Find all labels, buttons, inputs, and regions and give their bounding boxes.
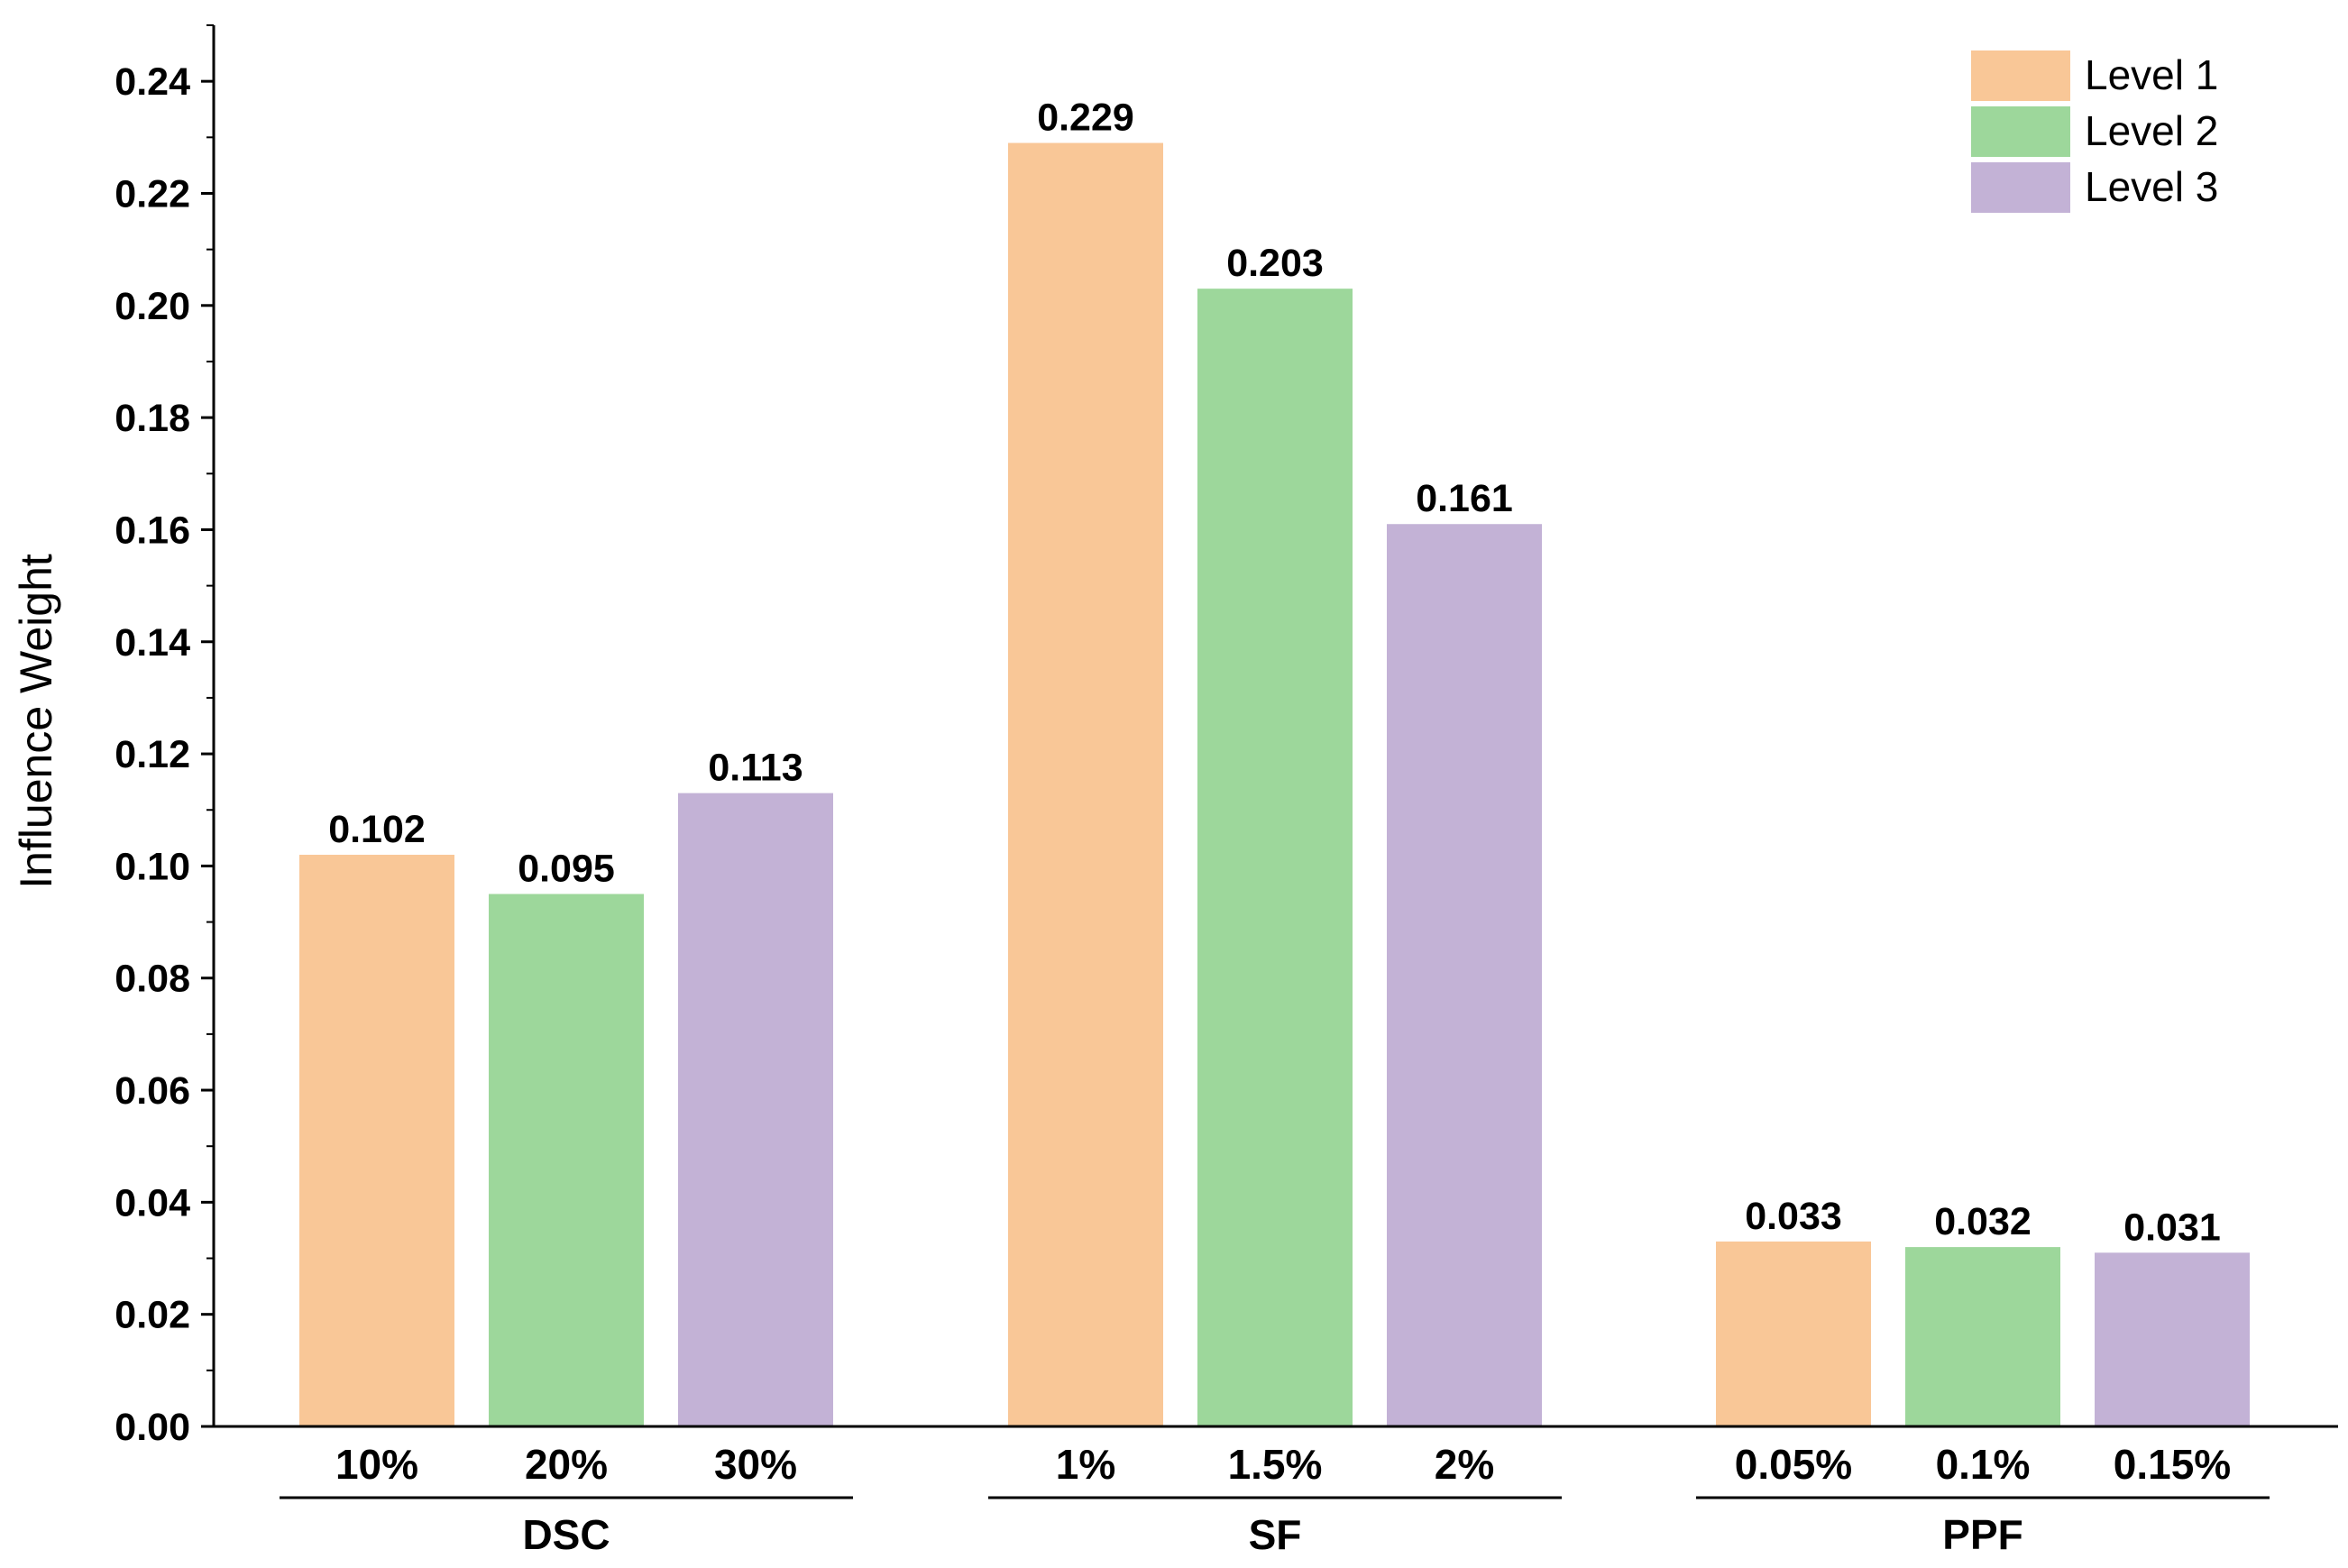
legend-label: Level 1 <box>2085 51 2218 98</box>
legend-swatch <box>1971 162 2070 213</box>
category-label: 0.15% <box>2114 1441 2231 1488</box>
category-label: 1.5% <box>1228 1441 1323 1488</box>
bar-sf-level-1 <box>1008 142 1163 1426</box>
y-tick-label: 0.18 <box>115 397 190 440</box>
legend-swatch <box>1971 106 2070 157</box>
y-tick-label: 0.00 <box>115 1406 190 1449</box>
legend-label: Level 2 <box>2085 107 2218 154</box>
data-label: 0.229 <box>1037 96 1134 140</box>
bar-sf-level-3 <box>1387 524 1542 1426</box>
y-axis-title: Influence Weight <box>11 554 61 889</box>
data-label: 0.203 <box>1226 242 1324 285</box>
bar-ppf-level-1 <box>1716 1241 1871 1426</box>
category-label: 0.05% <box>1735 1441 1852 1488</box>
y-tick-label: 0.20 <box>115 285 190 328</box>
data-label: 0.161 <box>1416 477 1513 520</box>
category-label: 30% <box>714 1441 797 1488</box>
category-label: 1% <box>1056 1441 1115 1488</box>
category-label: 0.1% <box>1936 1441 2031 1488</box>
y-tick-label: 0.10 <box>115 845 190 888</box>
category-label: 2% <box>1435 1441 1494 1488</box>
y-tick-label: 0.12 <box>115 733 190 776</box>
data-label: 0.113 <box>708 747 803 790</box>
data-label: 0.033 <box>1745 1195 1842 1238</box>
bar-dsc-level-1 <box>299 854 454 1426</box>
y-tick-label: 0.14 <box>115 621 190 665</box>
legend-swatch <box>1971 50 2070 101</box>
y-tick-label: 0.22 <box>115 172 190 215</box>
data-label: 0.095 <box>518 847 615 890</box>
y-tick-label: 0.16 <box>115 509 190 552</box>
x-axis: 10% 20% 30% DSC 1% 1.5% 2% SF 0.05% 0.1% 0.15% PPF <box>214 1425 2338 1558</box>
group-label: PPF <box>1942 1511 2022 1558</box>
y-tick-label: 0.04 <box>115 1181 190 1224</box>
bar-ppf-level-3 <box>2095 1252 2250 1426</box>
bar-dsc-level-3 <box>678 793 833 1426</box>
group-label: SF <box>1249 1511 1302 1558</box>
bar-ppf-level-2 <box>1905 1247 2060 1426</box>
data-label: 0.032 <box>1934 1200 2032 1243</box>
category-label: 10% <box>335 1441 418 1488</box>
y-axis: 0.00 0.02 0.04 0.06 0.08 0.10 0.12 0.14 0.16 0.18… <box>115 24 216 1449</box>
y-tick-label: 0.02 <box>115 1294 190 1337</box>
bar-sf-level-2 <box>1197 289 1353 1427</box>
y-tick-label: 0.06 <box>115 1069 190 1113</box>
bar-dsc-level-2 <box>489 894 644 1426</box>
y-tick-label: 0.24 <box>115 60 190 104</box>
category-label: 20% <box>525 1441 608 1488</box>
group-label: DSC <box>522 1511 610 1558</box>
bars: 0.102 0.095 0.113 0.229 0.203 0.161 0.033 0.032… <box>299 96 2250 1427</box>
legend-label: Level 3 <box>2085 163 2218 210</box>
legend: Level 1 Level 2 Level 3 <box>1971 50 2218 213</box>
y-tick-label: 0.08 <box>115 958 190 1001</box>
data-label: 0.102 <box>328 808 426 851</box>
data-label: 0.031 <box>2123 1206 2221 1249</box>
